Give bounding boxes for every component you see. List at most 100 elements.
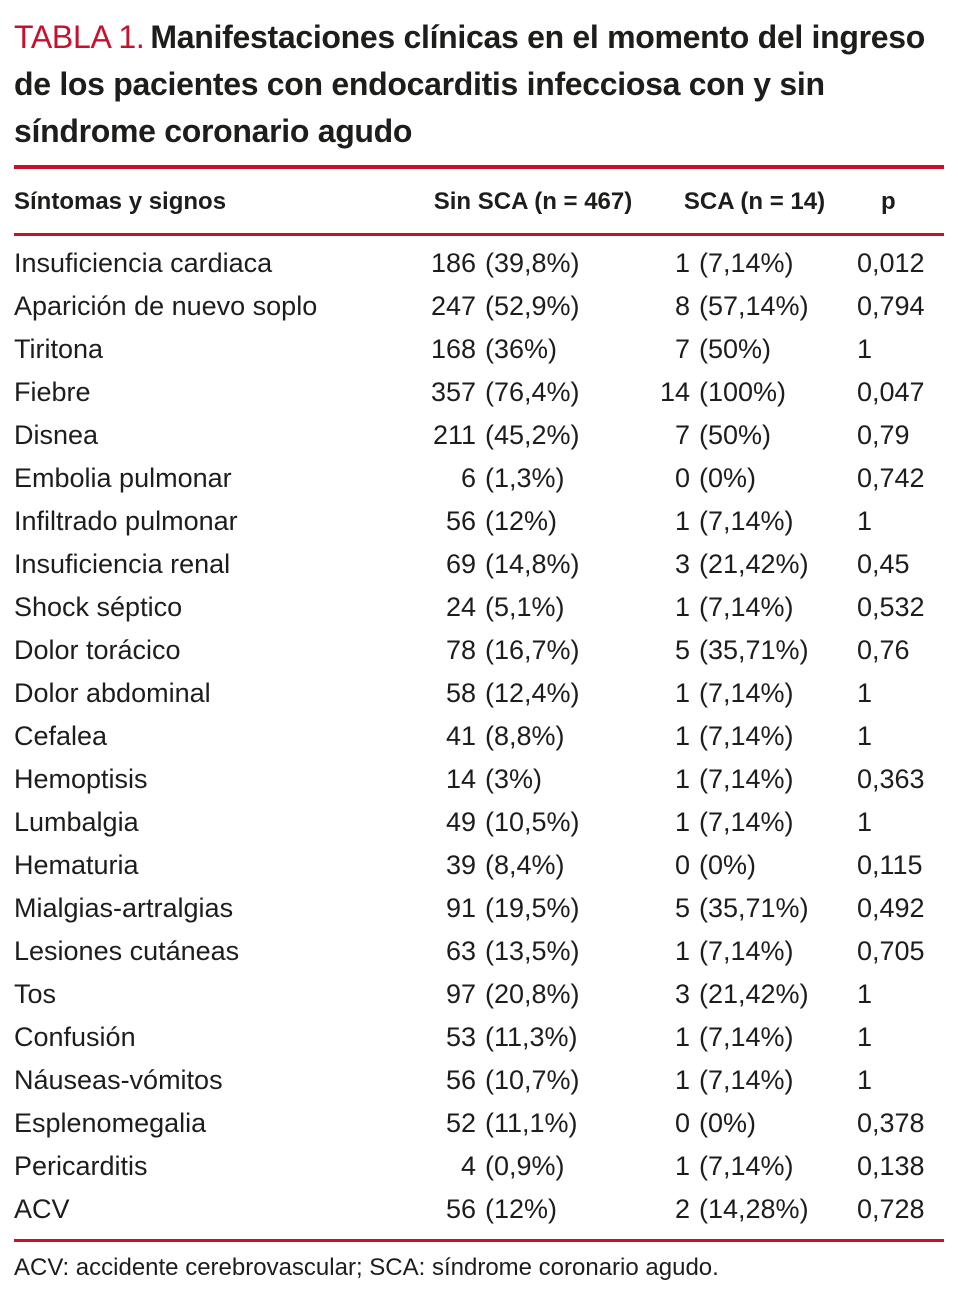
percent-value: (39,8%)	[485, 248, 580, 278]
percent-value: (11,1%)	[485, 1108, 578, 1138]
percent-value: (20,8%)	[485, 979, 580, 1009]
cell-p-value: 1	[857, 334, 873, 364]
percent-value: (7,14%)	[699, 936, 794, 966]
cell-sca: 14 (100%)	[652, 377, 857, 408]
count-value: 97	[445, 979, 476, 1009]
cell-sca: 1 (7,14%)	[652, 936, 857, 967]
percent-value: (35,71%)	[699, 635, 809, 665]
cell-sin-sca: 6 (1,3%)	[414, 463, 652, 494]
percent-value: (16,7%)	[485, 635, 580, 665]
table-row: Hemoptisis 14 (3%) 1 (7,14%) 0,363	[14, 758, 944, 801]
cell-sin-sca: 41 (8,8%)	[414, 721, 652, 752]
table-row: Esplenomegalia 52 (11,1%) 0 (0%) 0,378	[14, 1102, 944, 1145]
count-value: 168	[430, 334, 476, 364]
percent-value: (52,9%)	[485, 291, 580, 321]
table-header-row: Síntomas y signos Sin SCA (n = 467) SCA …	[14, 169, 944, 233]
count-value: 4	[460, 1151, 476, 1181]
percent-value: (35,71%)	[699, 893, 809, 923]
count-value: 247	[430, 291, 476, 321]
count-value: 24	[445, 592, 476, 622]
percent-value: (12,4%)	[485, 678, 580, 708]
percent-value: (0%)	[699, 463, 757, 493]
count-value: 14	[659, 377, 690, 407]
cell-p-value: 0,363	[857, 764, 925, 794]
cell-sin-sca: 78 (16,7%)	[414, 635, 652, 666]
percent-value: (50%)	[699, 334, 772, 364]
cell-p-value: 0,794	[857, 291, 925, 321]
cell-symptom: Pericarditis	[14, 1151, 148, 1181]
table-row: Mialgias-artralgias 91 (19,5%) 5 (35,71%) 0,4…	[14, 887, 944, 930]
cell-symptom: Tos	[14, 979, 57, 1009]
percent-value: (12%)	[485, 506, 558, 536]
cell-symptom: Esplenomegalia	[14, 1108, 207, 1138]
cell-p-value: 1	[857, 678, 873, 708]
percent-value: (10,7%)	[485, 1065, 580, 1095]
header-symptoms: Síntomas y signos	[14, 188, 227, 215]
cell-p-value: 0,378	[857, 1108, 925, 1138]
title-divider	[14, 165, 944, 169]
cell-symptom: Confusión	[14, 1022, 136, 1052]
cell-sin-sca: 14 (3%)	[414, 764, 652, 795]
percent-value: (7,14%)	[699, 592, 794, 622]
percent-value: (13,5%)	[485, 936, 580, 966]
cell-sin-sca: 69 (14,8%)	[414, 549, 652, 580]
cell-sca: 7 (50%)	[652, 334, 857, 365]
cell-p-value: 0,047	[857, 377, 925, 407]
cell-symptom: Mialgias-artralgias	[14, 893, 234, 923]
cell-sin-sca: 53 (11,3%)	[414, 1022, 652, 1053]
count-value: 6	[460, 463, 476, 493]
table-row: Shock séptico 24 (5,1%) 1 (7,14%) 0,532	[14, 586, 944, 629]
table-row: Dolor abdominal 58 (12,4%) 1 (7,14%) 1	[14, 672, 944, 715]
table-row: Disnea 211 (45,2%) 7 (50%) 0,79	[14, 414, 944, 457]
count-value: 1	[674, 1065, 690, 1095]
count-value: 1	[674, 1022, 690, 1052]
cell-sca: 8 (57,14%)	[652, 291, 857, 322]
count-value: 49	[445, 807, 476, 837]
percent-value: (3%)	[485, 764, 543, 794]
percent-value: (10,5%)	[485, 807, 580, 837]
cell-symptom: Aparición de nuevo soplo	[14, 291, 318, 321]
count-value: 1	[674, 1151, 690, 1181]
percent-value: (0%)	[699, 1108, 757, 1138]
cell-symptom: Dolor torácico	[14, 635, 181, 665]
count-value: 186	[430, 248, 476, 278]
percent-value: (7,14%)	[699, 1022, 794, 1052]
cell-p-value: 1	[857, 1065, 873, 1095]
count-value: 0	[674, 463, 690, 493]
table-body: Insuficiencia cardiaca 186 (39,8%) 1 (7,14%)…	[14, 236, 944, 1231]
cell-sin-sca: 52 (11,1%)	[414, 1108, 652, 1139]
table-row: Insuficiencia renal 69 (14,8%) 3 (21,42%) 0,4…	[14, 543, 944, 586]
table-row: ACV 56 (12%) 2 (14,28%) 0,728	[14, 1188, 944, 1231]
cell-sin-sca: 4 (0,9%)	[414, 1151, 652, 1182]
cell-p-value: 1	[857, 807, 873, 837]
cell-symptom: Insuficiencia renal	[14, 549, 231, 579]
count-value: 1	[674, 506, 690, 536]
cell-sin-sca: 39 (8,4%)	[414, 850, 652, 881]
percent-value: (7,14%)	[699, 248, 794, 278]
table-row: Dolor torácico 78 (16,7%) 5 (35,71%) 0,76	[14, 629, 944, 672]
cell-symptom: Fiebre	[14, 377, 91, 407]
cell-sca: 5 (35,71%)	[652, 635, 857, 666]
cell-sca: 5 (35,71%)	[652, 893, 857, 924]
cell-sin-sca: 357 (76,4%)	[414, 377, 652, 408]
count-value: 78	[445, 635, 476, 665]
cell-p-value: 0,012	[857, 248, 925, 278]
percent-value: (7,14%)	[699, 807, 794, 837]
cell-sca: 3 (21,42%)	[652, 549, 857, 580]
header-sca: SCA (n = 14)	[683, 188, 826, 215]
cell-sca: 0 (0%)	[652, 1108, 857, 1139]
percent-value: (21,42%)	[699, 979, 809, 1009]
cell-symptom: Náuseas-vómitos	[14, 1065, 223, 1095]
count-value: 56	[445, 506, 476, 536]
table-title-text: Manifestaciones clínicas en el momento d…	[14, 19, 925, 149]
table-row: Náuseas-vómitos 56 (10,7%) 1 (7,14%) 1	[14, 1059, 944, 1102]
percent-value: (8,8%)	[485, 721, 565, 751]
table-row: Embolia pulmonar 6 (1,3%) 0 (0%) 0,742	[14, 457, 944, 500]
cell-symptom: Embolia pulmonar	[14, 463, 232, 493]
count-value: 52	[445, 1108, 476, 1138]
table-row: Confusión 53 (11,3%) 1 (7,14%) 1	[14, 1016, 944, 1059]
header-p-value: p	[881, 188, 896, 215]
cell-symptom: Hemoptisis	[14, 764, 148, 794]
table-row: Tos 97 (20,8%) 3 (21,42%) 1	[14, 973, 944, 1016]
count-value: 0	[674, 1108, 690, 1138]
